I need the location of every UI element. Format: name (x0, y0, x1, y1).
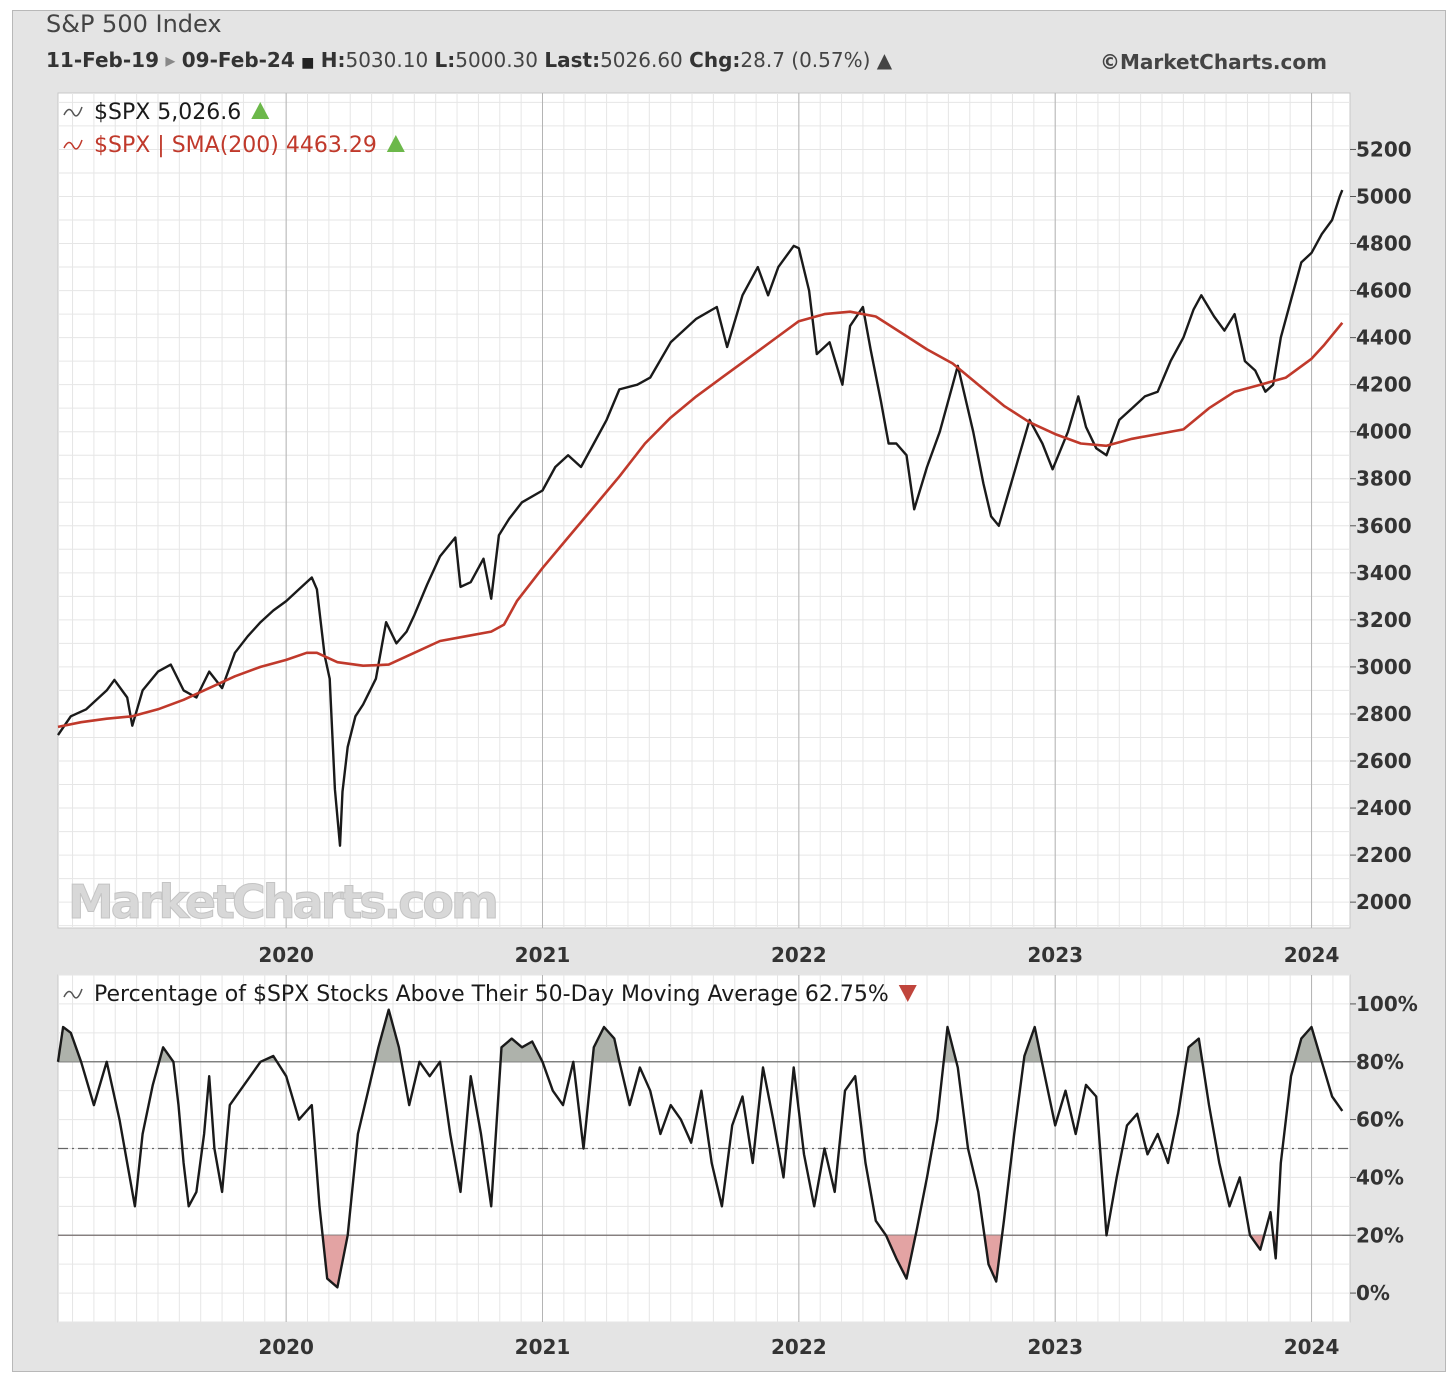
legend-label: $SPX | SMA(200) 4463.29 (94, 133, 377, 158)
square-icon: ■ (301, 55, 315, 71)
x-tick-label: 2021 (515, 1335, 571, 1359)
x-tick-label: 2020 (258, 1335, 314, 1359)
watermark-logo: MarketCharts.com (68, 875, 496, 929)
breadth-line (56, 1008, 1344, 1289)
sma-200-line (57, 310, 1344, 729)
chg-value: 28.7 (0.57%) (740, 48, 871, 72)
y-tick-label: 20% (1356, 1223, 1404, 1247)
x-tick-label: 2020 (258, 943, 314, 967)
up-triangle-icon (386, 135, 405, 152)
low-label: L: (434, 48, 456, 72)
y-tick-label: 4800 (1356, 232, 1412, 256)
y-tick-label: 2600 (1356, 749, 1412, 773)
y-tick-label: 40% (1356, 1165, 1404, 1189)
spx-price-line (57, 189, 1344, 847)
y-tick-label: 80% (1356, 1050, 1404, 1074)
y-tick-label: 3800 (1356, 467, 1412, 491)
y-tick-label: 2400 (1356, 796, 1412, 820)
copyright: ©MarketCharts.com (1100, 50, 1327, 74)
legend-label: Percentage of $SPX Stocks Above Their 50… (94, 982, 889, 1007)
y-tick-label: 5000 (1356, 184, 1412, 208)
y-tick-label: 5200 (1356, 137, 1412, 161)
x-tick-label: 2023 (1027, 943, 1083, 967)
chart-title: S&P 500 Index (46, 10, 222, 38)
y-tick-label: 2800 (1356, 702, 1412, 726)
y-tick-label: 0% (1356, 1281, 1390, 1305)
y-tick-label: 2000 (1356, 890, 1412, 914)
high-value: 5030.10 (345, 48, 429, 72)
y-tick-label: 4400 (1356, 326, 1412, 350)
y-tick-label: 60% (1356, 1108, 1404, 1132)
down-triangle-icon (898, 985, 917, 1002)
price-plot-area (57, 92, 1351, 929)
y-tick-label: 3600 (1356, 514, 1412, 538)
x-tick-label: 2023 (1027, 1335, 1083, 1359)
y-tick-label: 4200 (1356, 373, 1412, 397)
x-tick-label: 2022 (771, 943, 827, 967)
line-icon (63, 139, 83, 150)
y-tick-label: 3000 (1356, 655, 1412, 679)
up-triangle-icon: ▲ (876, 48, 893, 72)
price-summary: 11-Feb-19 ▸ 09-Feb-24 ■ H:5030.10 L:5000… (46, 48, 892, 72)
y-tick-label: 4600 (1356, 279, 1412, 303)
x-tick-label: 2024 (1284, 943, 1340, 967)
up-triangle-icon (251, 102, 270, 119)
high-label: H: (320, 48, 346, 72)
x-tick-label: 2021 (515, 943, 571, 967)
low-value: 5000.30 (455, 48, 539, 72)
arrow-right-icon: ▸ (165, 48, 176, 72)
y-tick-label: 2200 (1356, 843, 1412, 867)
y-tick-label: 3200 (1356, 608, 1412, 632)
start-date: 11-Feb-19 (46, 48, 159, 72)
last-value: 5026.60 (600, 48, 683, 72)
line-icon (63, 988, 83, 999)
line-icon (63, 106, 83, 117)
y-tick-label: 4000 (1356, 420, 1412, 444)
y-tick-label: 100% (1356, 992, 1418, 1016)
y-tick-label: 3400 (1356, 561, 1412, 585)
x-tick-label: 2024 (1284, 1335, 1340, 1359)
chg-label: Chg: (689, 48, 741, 72)
x-tick-label: 2022 (771, 1335, 827, 1359)
end-date: 09-Feb-24 (181, 48, 295, 72)
legend-label: $SPX 5,026.6 (94, 100, 241, 125)
last-label: Last: (544, 48, 601, 72)
